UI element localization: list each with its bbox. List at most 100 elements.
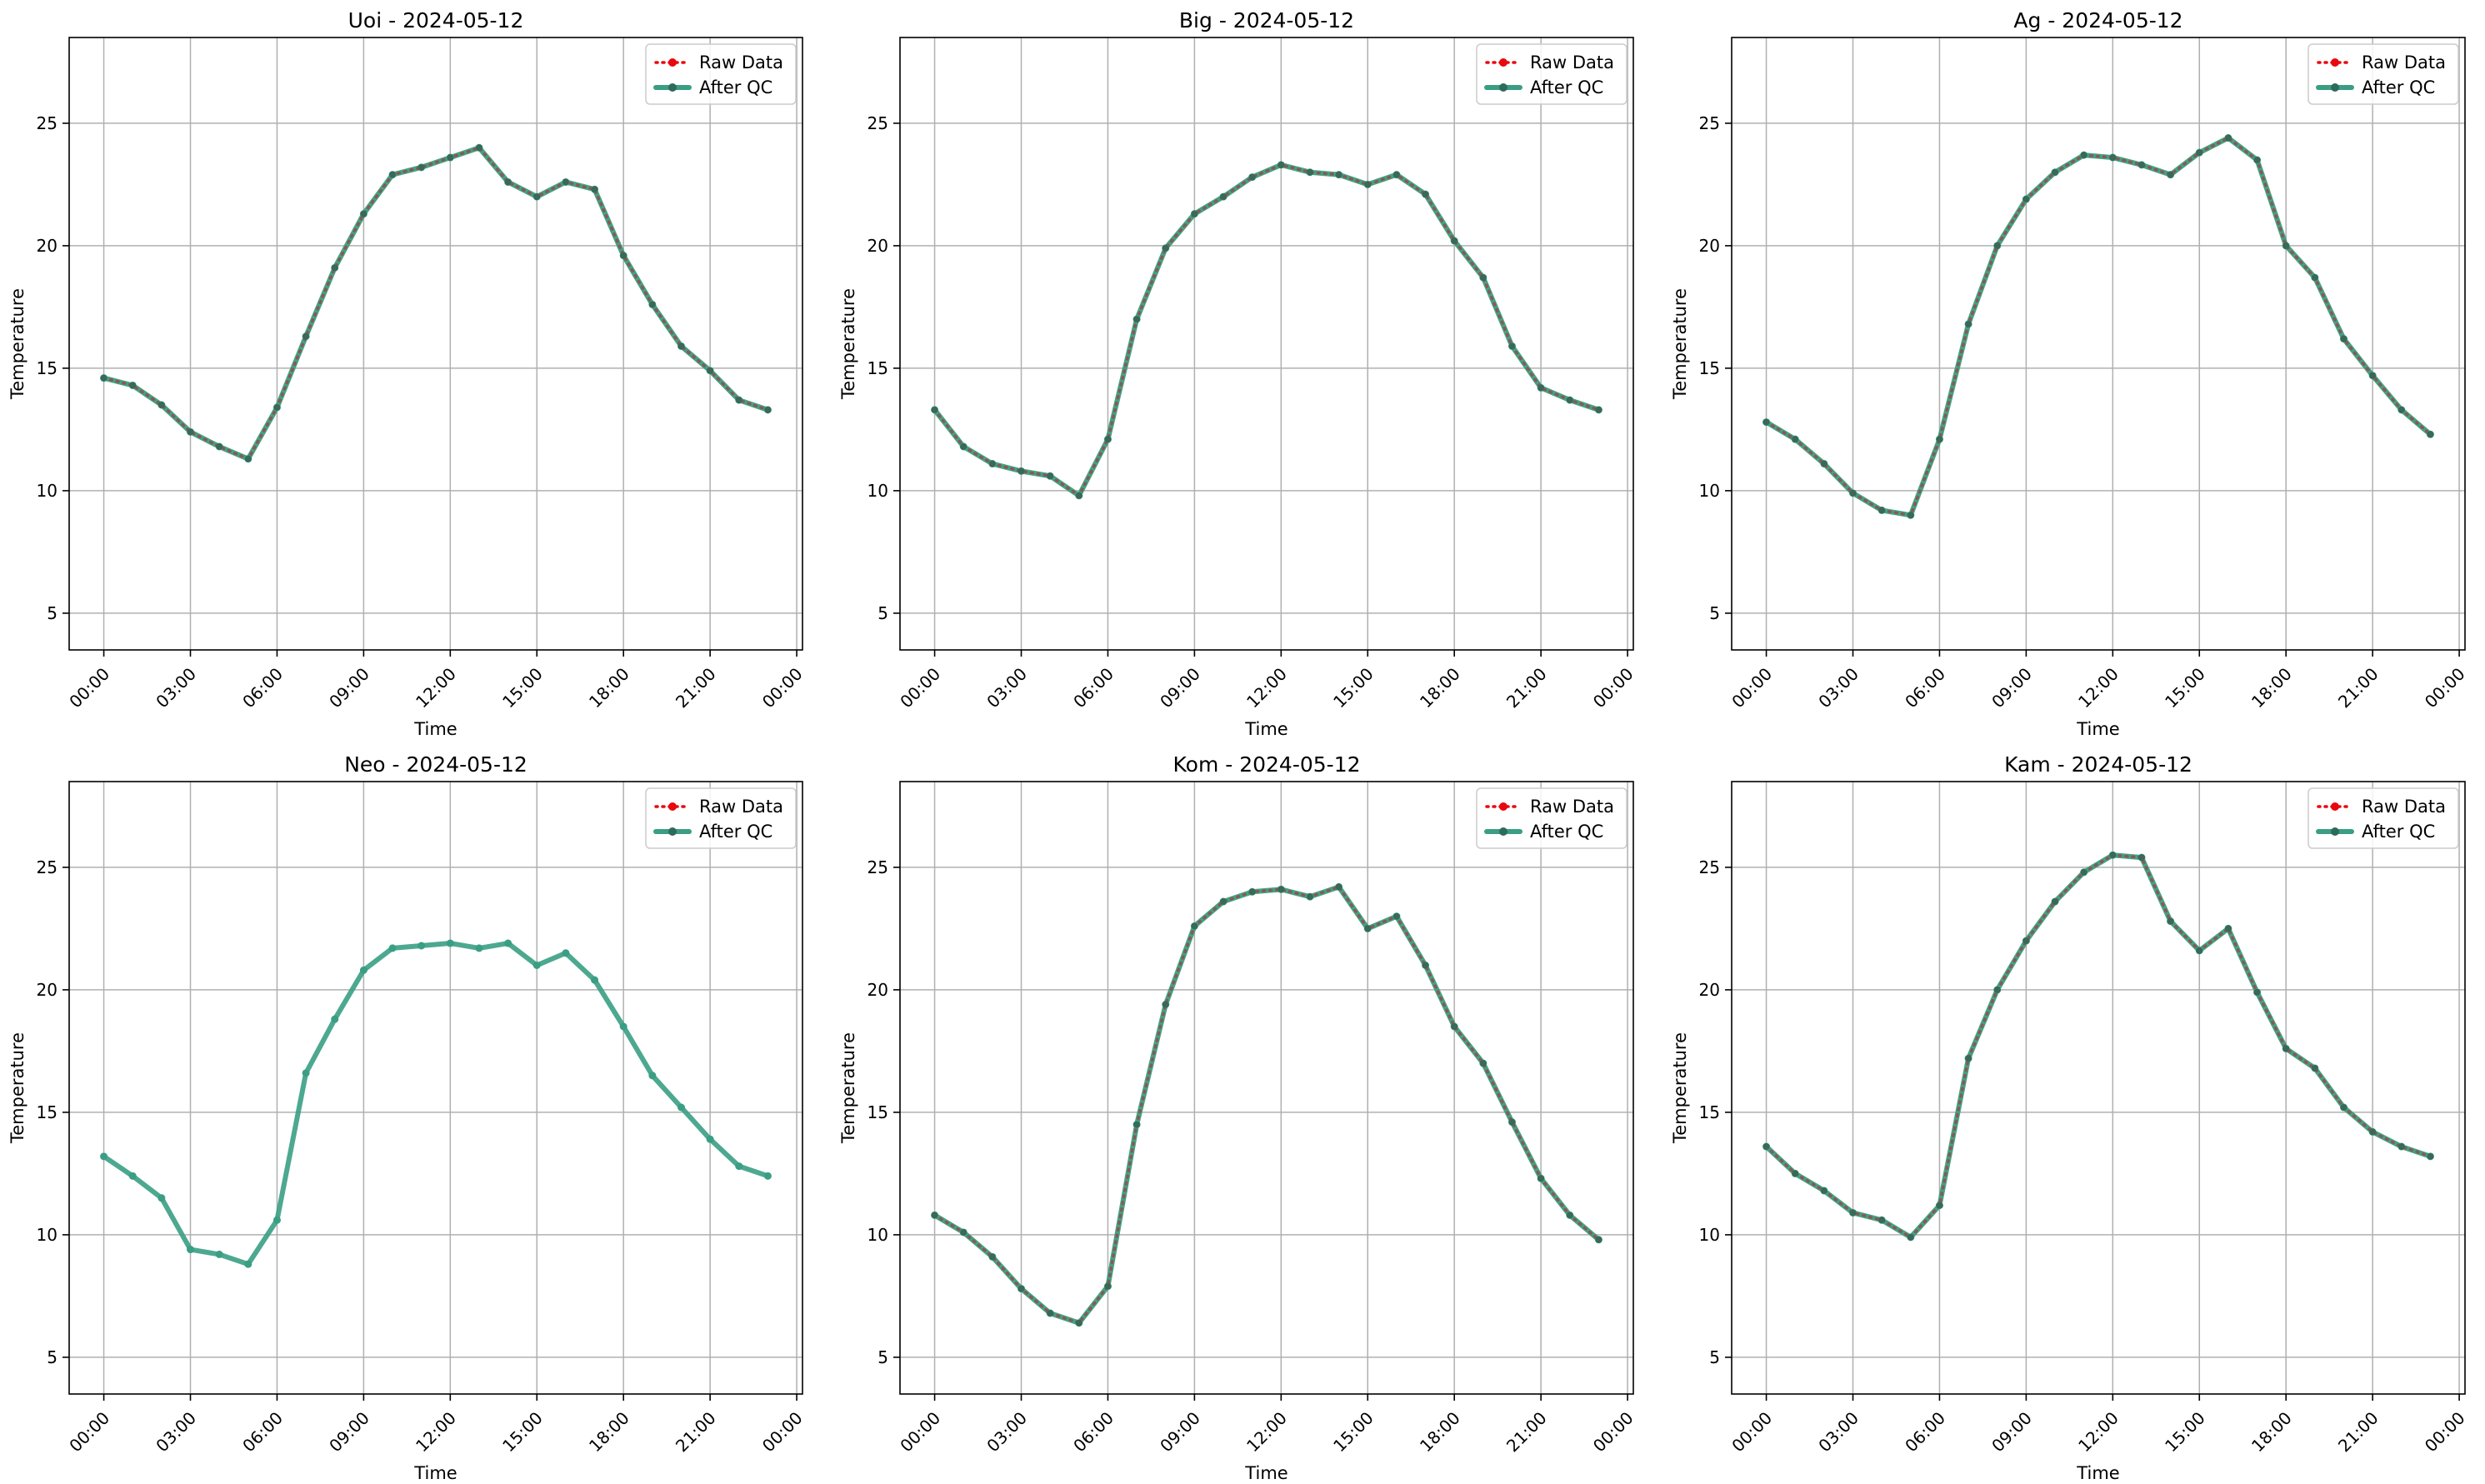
overlap-point — [1508, 1118, 1516, 1126]
overlap-point — [1993, 986, 2001, 993]
after-qc-line — [932, 884, 1602, 1326]
x-tick-label: 03:00 — [1814, 664, 1862, 712]
overlap-point — [389, 171, 397, 178]
overlap-point — [1762, 418, 1770, 426]
x-axis-label: Time — [1244, 719, 1288, 739]
y-tick-label: 20 — [1699, 236, 1720, 256]
overlap-point — [1820, 460, 1828, 467]
overlap-point — [707, 367, 714, 374]
after-qc-line — [101, 145, 771, 462]
y-axis-label: Temperature — [8, 288, 28, 400]
subplot: 5 10 15 20 25 00:00 03:00 06:00 09:00 12:00 15:00 1… — [838, 8, 1638, 739]
x-tick-label: 00:00 — [2421, 1408, 2469, 1457]
overlap-point — [1595, 406, 1602, 413]
x-tick-label: 00:00 — [896, 1408, 944, 1457]
y-tick-label: 15 — [1699, 1102, 1720, 1122]
after-qc-line-overlay — [932, 162, 1602, 498]
overlap-point — [100, 374, 108, 382]
overlap-point — [1018, 1285, 1025, 1292]
x-tick-label: 18:00 — [1416, 1408, 1464, 1457]
x-tick-label: 21:00 — [2334, 1408, 2382, 1457]
x-tick-label: 00:00 — [1728, 1408, 1776, 1457]
overlap-point — [2196, 947, 2203, 954]
plot-frame — [899, 781, 1634, 1395]
x-axis-label: Time — [1244, 1463, 1288, 1483]
after-qc-point — [388, 944, 397, 952]
overlap-point — [2340, 1104, 2348, 1112]
legend-raw-marker — [2331, 58, 2339, 67]
overlap-point — [2080, 868, 2088, 876]
x-tick-label: 00:00 — [896, 664, 944, 712]
after-qc-line — [1763, 135, 2433, 518]
overlap-point — [1907, 512, 1914, 519]
legend-qc-label: After QC — [699, 822, 772, 842]
overlap-point — [2080, 152, 2088, 159]
overlap-point — [1104, 436, 1112, 443]
overlap-point — [678, 342, 685, 350]
overlap-point — [1965, 320, 1972, 327]
overlap-point — [1162, 1001, 1169, 1008]
overlap-point — [2282, 1045, 2290, 1052]
overlap-point — [1248, 173, 1256, 181]
overlap-point — [2253, 157, 2261, 163]
x-tick-label: 18:00 — [2248, 664, 2296, 712]
y-tick-label: 15 — [868, 358, 888, 378]
x-tick-label: 03:00 — [152, 664, 200, 712]
x-tick-label: 00:00 — [758, 664, 807, 712]
overlap-point — [2138, 161, 2145, 168]
subplot-title: Neo - 2024-05-12 — [344, 752, 528, 777]
legend: Raw Data After QC — [1476, 787, 1628, 849]
overlap-point — [1133, 316, 1141, 323]
y-axis-label: Temperature — [1670, 1032, 1690, 1144]
x-tick-label: 09:00 — [325, 664, 373, 712]
legend-raw-label: Raw Data — [699, 52, 783, 72]
x-tick-label: 03:00 — [152, 1408, 200, 1457]
after-qc-point — [187, 1246, 195, 1254]
y-axis-label: Temperature — [8, 1032, 28, 1144]
y-tick-label: 25 — [1699, 113, 1720, 133]
x-tick-label: 06:00 — [1069, 664, 1118, 712]
x-tick-label: 21:00 — [672, 1408, 720, 1457]
overlap-point — [2022, 937, 2030, 945]
overlap-point — [1392, 912, 1400, 920]
x-tick-label: 21:00 — [672, 664, 720, 712]
after-qc-point — [562, 949, 570, 957]
after-qc-point — [532, 962, 541, 969]
subplot: 5 10 15 20 25 00:00 03:00 06:00 09:00 12:00 15:00 1… — [1670, 752, 2469, 1483]
overlap-point — [1306, 168, 1313, 176]
overlap-point — [504, 178, 512, 186]
raw-data-line — [102, 146, 770, 461]
subplot-title: Ag - 2024-05-12 — [2013, 8, 2182, 32]
overlap-point — [2224, 925, 2232, 932]
y-tick-label: 10 — [1699, 1225, 1720, 1245]
x-tick-label: 00:00 — [2421, 664, 2469, 712]
after-qc-point — [648, 1072, 657, 1080]
after-qc-point — [128, 1172, 137, 1180]
overlap-point — [1792, 1170, 1799, 1177]
subplot-title: Big - 2024-05-12 — [1179, 8, 1354, 32]
y-tick-label: 10 — [37, 1225, 58, 1245]
overlap-point — [2398, 1143, 2405, 1151]
overlap-point — [2109, 852, 2117, 859]
plot-frame — [899, 37, 1634, 651]
overlap-point — [1878, 507, 1886, 514]
legend-raw-marker — [1499, 802, 1508, 811]
subplot-title: Uoi - 2024-05-12 — [348, 8, 524, 32]
y-tick-label: 25 — [37, 113, 58, 133]
after-qc-point — [706, 1135, 714, 1143]
overlap-point — [1849, 1209, 1857, 1217]
overlap-point — [1191, 922, 1198, 930]
overlap-point — [1191, 210, 1198, 217]
x-tick-label: 09:00 — [325, 1408, 373, 1457]
overlap-point — [331, 264, 338, 272]
overlap-point — [2369, 1128, 2377, 1136]
overlap-point — [735, 397, 742, 404]
overlap-point — [931, 406, 938, 413]
x-tick-label: 03:00 — [1814, 1408, 1862, 1457]
x-tick-label: 03:00 — [982, 664, 1031, 712]
overlap-point — [960, 1228, 968, 1236]
overlap-point — [1075, 1319, 1082, 1327]
subplot: 5 10 15 20 25 00:00 03:00 06:00 09:00 12:00 15:00 1… — [8, 752, 807, 1483]
overlap-point — [1566, 397, 1573, 404]
